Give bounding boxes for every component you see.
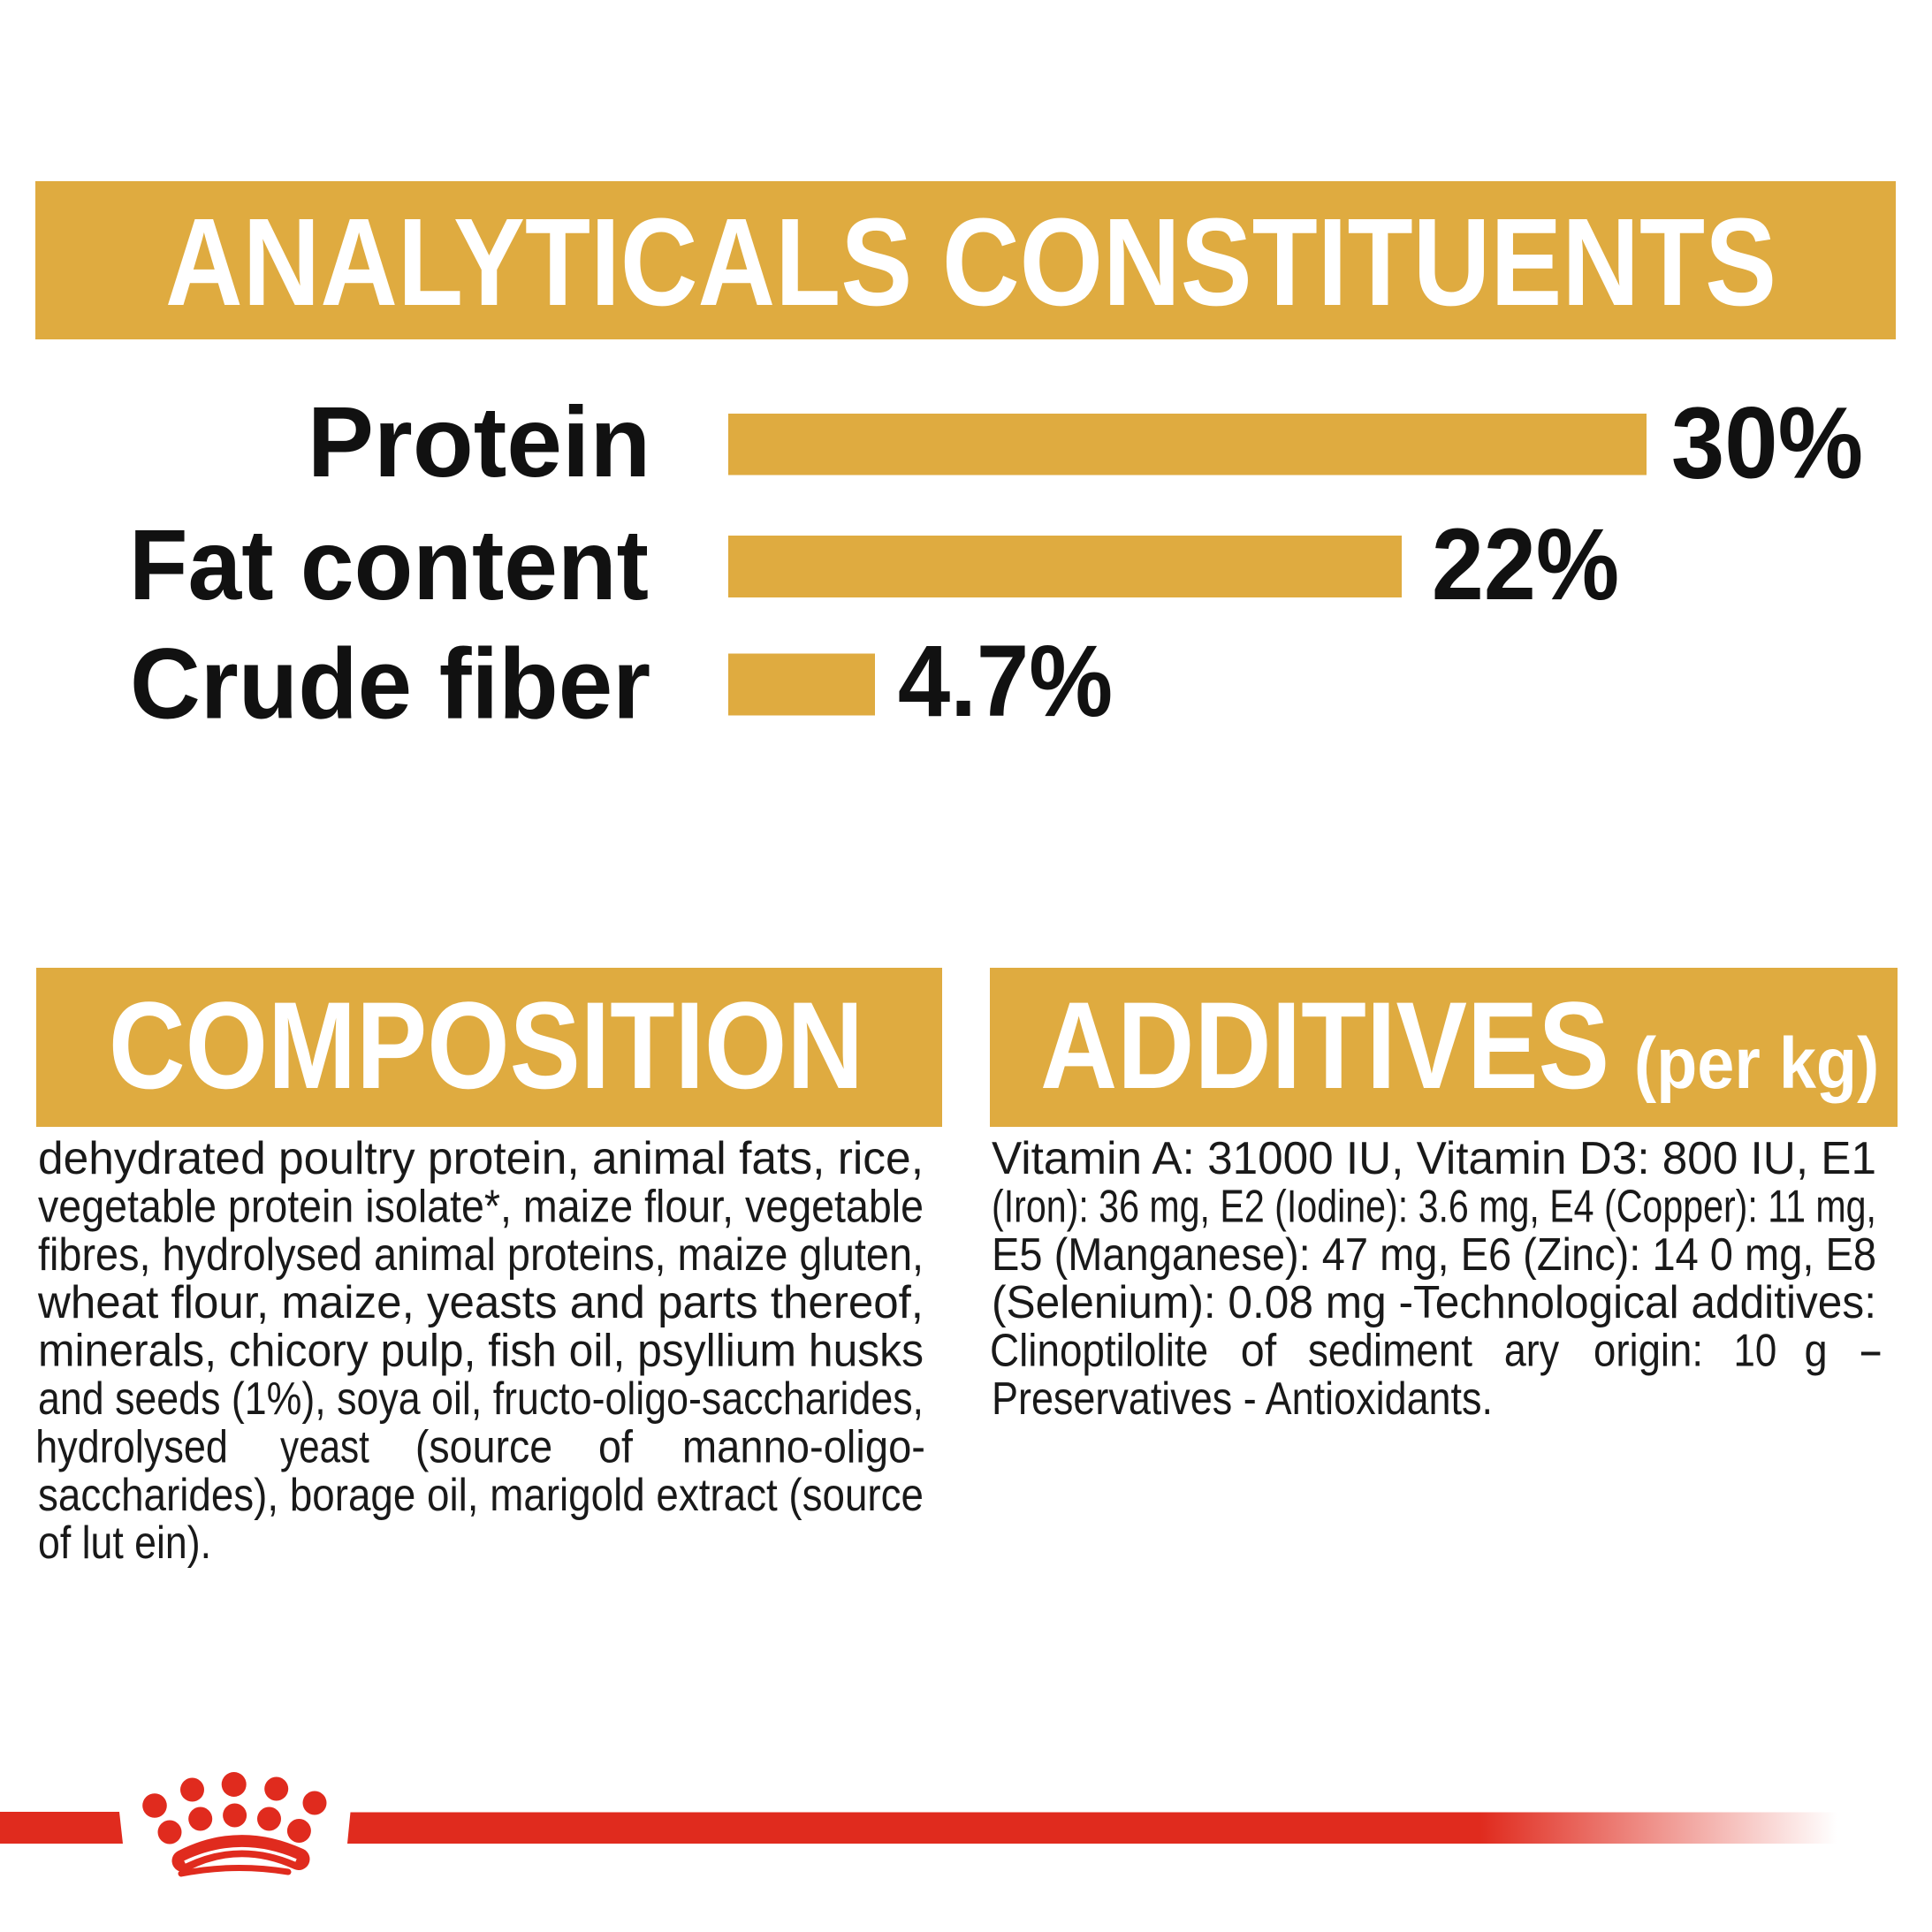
svg-text:of: of <box>598 1421 633 1472</box>
svg-text:(per kg): (per kg) <box>1634 1023 1879 1104</box>
svg-text:(Selenium): 0.08 mg -Technolog: (Selenium): 0.08 mg -Technological addit… <box>992 1277 1876 1328</box>
svg-text:30%: 30% <box>1671 387 1863 500</box>
svg-text:Preservatives - Antioxidants.: Preservatives - Antioxidants. <box>992 1373 1493 1425</box>
svg-text:Protein: Protein <box>308 386 651 498</box>
svg-text:of: of <box>1241 1326 1277 1377</box>
svg-text:Fat content: Fat content <box>129 509 649 620</box>
svg-text:origin:: origin: <box>1594 1326 1703 1377</box>
svg-text:COMPOSITION: COMPOSITION <box>109 976 863 1114</box>
svg-text:Vitamin A: 31000 IU, Vitamin D: Vitamin A: 31000 IU, Vitamin D3: 800 IU,… <box>992 1133 1876 1184</box>
svg-text:of lut ein).: of lut ein). <box>38 1517 211 1569</box>
svg-text:ADDITIVES: ADDITIVES <box>1040 976 1609 1114</box>
svg-text:(source: (source <box>415 1421 552 1472</box>
svg-text:22%: 22% <box>1432 508 1619 621</box>
svg-text:minerals, chicory pulp, fish o: minerals, chicory pulp, fish oil, psylli… <box>38 1326 924 1377</box>
svg-text:-: - <box>1858 1326 1883 1377</box>
svg-text:ary: ary <box>1504 1326 1559 1377</box>
svg-text:yeast: yeast <box>280 1421 369 1472</box>
svg-text:Crude fiber: Crude fiber <box>130 628 650 740</box>
svg-text:E5 (Manganese): 47 mg, E6 (Zin: E5 (Manganese): 47 mg, E6 (Zinc): 14 0 m… <box>992 1229 1876 1281</box>
svg-text:4.7%: 4.7% <box>898 625 1113 738</box>
svg-text:vegetable protein isolate*, ma: vegetable protein isolate*, maize flour,… <box>38 1181 924 1232</box>
svg-text:dehydrated poultry protein, an: dehydrated poultry protein, animal fats,… <box>38 1133 924 1184</box>
svg-text:hydrolysed: hydrolysed <box>35 1421 228 1472</box>
svg-text:ANALYTICALS CONSTITUENTS: ANALYTICALS CONSTITUENTS <box>165 192 1776 331</box>
svg-text:fibres, hydrolysed animal prot: fibres, hydrolysed animal proteins, maiz… <box>38 1229 924 1281</box>
svg-text:sediment: sediment <box>1308 1326 1472 1377</box>
svg-text:g: g <box>1805 1326 1828 1377</box>
svg-text:Clinoptilolite: Clinoptilolite <box>990 1326 1208 1377</box>
svg-text:and seeds (1%), soya oil, fruc: and seeds (1%), soya oil, fructo-oligo-s… <box>38 1373 924 1425</box>
svg-text:saccharides), borage oil, mari: saccharides), borage oil, marigold extra… <box>38 1470 924 1521</box>
svg-text:(Iron): 36 mg, E2 (Iodine): 3.: (Iron): 36 mg, E2 (Iodine): 3.6 mg, E4 (… <box>992 1181 1876 1232</box>
svg-text:10: 10 <box>1734 1326 1777 1377</box>
svg-text:wheat flour, maize, yeasts and: wheat flour, maize, yeasts and parts the… <box>37 1277 924 1328</box>
svg-text:manno-oligo-: manno-oligo- <box>682 1421 925 1472</box>
